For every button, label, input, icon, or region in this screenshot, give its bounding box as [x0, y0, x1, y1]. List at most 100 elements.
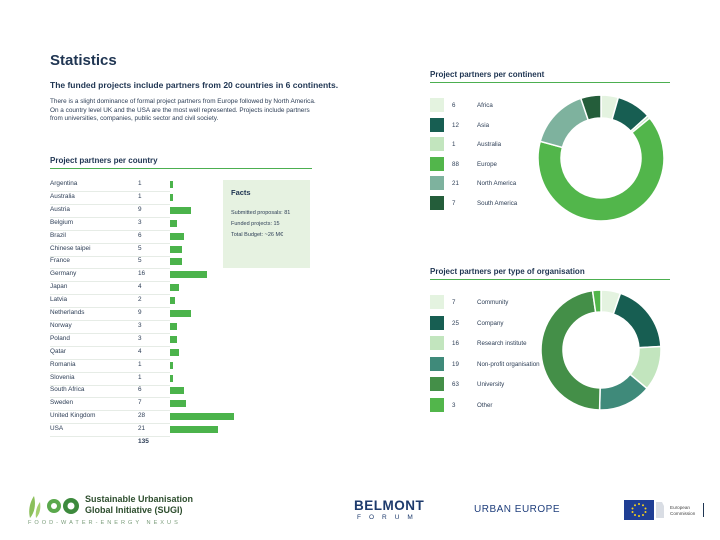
country-bar — [170, 374, 173, 382]
continent-section-heading: Project partners per continent — [430, 70, 670, 83]
organisation-section-heading: Project partners per type of organisatio… — [430, 267, 670, 280]
country-row: Brazil 6 — [50, 230, 184, 244]
country-row: Latvia 2 — [50, 294, 175, 309]
legend-label: Research institute — [477, 340, 527, 347]
facts-proposals: Submitted proposals: 81 — [231, 210, 291, 216]
country-count: 1 — [138, 192, 142, 200]
country-count: 1 — [138, 360, 142, 368]
legend-label: Community — [477, 299, 509, 306]
country-name: Japan — [50, 283, 68, 291]
sugi-title-line1: Sustainable Urbanisation — [85, 494, 194, 504]
country-name: United Kingdom — [50, 412, 96, 420]
legend-value: 21 — [452, 180, 459, 187]
country-name: Latvia — [50, 296, 68, 304]
country-row: France 5 — [50, 255, 182, 270]
legend-value: 7 — [452, 199, 456, 207]
legend-label: Australia — [477, 141, 502, 148]
country-bar — [170, 413, 235, 421]
country-bar — [170, 271, 207, 279]
legend-value: 63 — [452, 381, 459, 388]
organisation-donut-chart — [541, 290, 661, 410]
legend-value: 16 — [452, 340, 459, 347]
legend-label: Non-profit organisation — [477, 360, 540, 368]
country-total: 135 — [138, 438, 149, 445]
country-name: Germany — [50, 270, 77, 278]
country-count: 4 — [138, 347, 142, 355]
legend-swatch — [430, 176, 444, 190]
country-bar — [170, 387, 184, 395]
country-row: Romania 1 — [50, 359, 173, 373]
donut-slice — [612, 292, 661, 349]
legend-item: 16 Research institute — [430, 336, 560, 350]
urban-europe-logo: URBAN EUROPE — [474, 504, 561, 515]
donut-slice — [541, 290, 601, 410]
legend-label: North America — [477, 180, 517, 187]
legend-swatch — [430, 315, 444, 330]
country-bar — [170, 348, 180, 356]
country-bar — [170, 219, 177, 227]
eu-flag-icon — [624, 500, 664, 520]
legend-swatch — [430, 336, 444, 350]
country-count: 16 — [138, 270, 146, 278]
legend-item: 25 Company — [430, 315, 560, 330]
country-count: 6 — [138, 386, 142, 394]
country-name: Brazil — [50, 231, 66, 239]
country-name: Slovenia — [50, 373, 75, 381]
legend-swatch — [430, 98, 444, 112]
country-row: Japan 4 — [50, 281, 180, 296]
country-row: South Africa 6 — [50, 384, 184, 399]
country-bar — [170, 297, 175, 305]
country-name: Romania — [50, 360, 76, 368]
country-name: Poland — [50, 334, 70, 342]
country-name: Belgium — [50, 218, 74, 226]
legend-item: 12 Asia — [430, 117, 560, 132]
page-title: Statistics — [50, 52, 117, 69]
sugi-logo-icon — [29, 496, 79, 518]
ec-text-line1: European — [670, 505, 690, 510]
country-name: Qatar — [50, 347, 66, 355]
legend-label: Africa — [477, 102, 493, 109]
legend-label: Other — [477, 401, 493, 409]
country-row: Slovenia 1 — [50, 372, 173, 386]
sugi-title-line2: Global Initiative (SUGI) — [85, 505, 183, 515]
legend-label: South America — [477, 199, 518, 207]
country-row: Sweden 7 — [50, 397, 187, 412]
country-count: 7 — [138, 399, 142, 407]
country-name: Chinese taipei — [50, 244, 91, 252]
legend-swatch — [430, 356, 444, 371]
legend-item: 1 Australia — [430, 137, 560, 151]
country-name: Australia — [50, 192, 75, 200]
country-bar — [170, 258, 182, 266]
country-bar — [170, 310, 191, 317]
legend-item: 3 Other — [430, 397, 560, 412]
continent-donut-chart — [538, 95, 664, 221]
country-count: 3 — [138, 218, 142, 226]
legend-value: 12 — [452, 121, 459, 129]
country-count: 9 — [138, 309, 142, 316]
facts-heading: Facts — [231, 188, 251, 197]
country-bar — [170, 322, 177, 330]
country-name: Argentina — [50, 180, 78, 187]
donut-slice — [591, 290, 602, 314]
legend-label: University — [477, 381, 505, 388]
country-row: Qatar 4 — [50, 346, 180, 360]
belmont-logo: BELMONT — [354, 498, 425, 513]
country-count: 4 — [138, 283, 142, 291]
legend-item: 6 Africa — [430, 98, 560, 112]
country-row: USA 21 — [50, 423, 219, 438]
country-row: United Kingdom 28 — [50, 410, 235, 425]
country-count: 2 — [138, 296, 142, 304]
country-count: 9 — [138, 205, 142, 213]
legend-swatch — [430, 377, 444, 391]
legend-item: 19 Non-profit organisation — [430, 356, 560, 371]
donut-slice — [538, 117, 664, 221]
country-bar — [170, 361, 173, 369]
country-bar — [170, 400, 187, 408]
legend-value: 7 — [452, 299, 456, 306]
country-bar — [170, 426, 219, 434]
country-name: Norway — [50, 321, 72, 329]
country-bar — [170, 232, 184, 240]
country-name: USA — [50, 425, 64, 433]
country-row: Belgium 3 — [50, 217, 177, 231]
legend-swatch — [430, 156, 444, 171]
